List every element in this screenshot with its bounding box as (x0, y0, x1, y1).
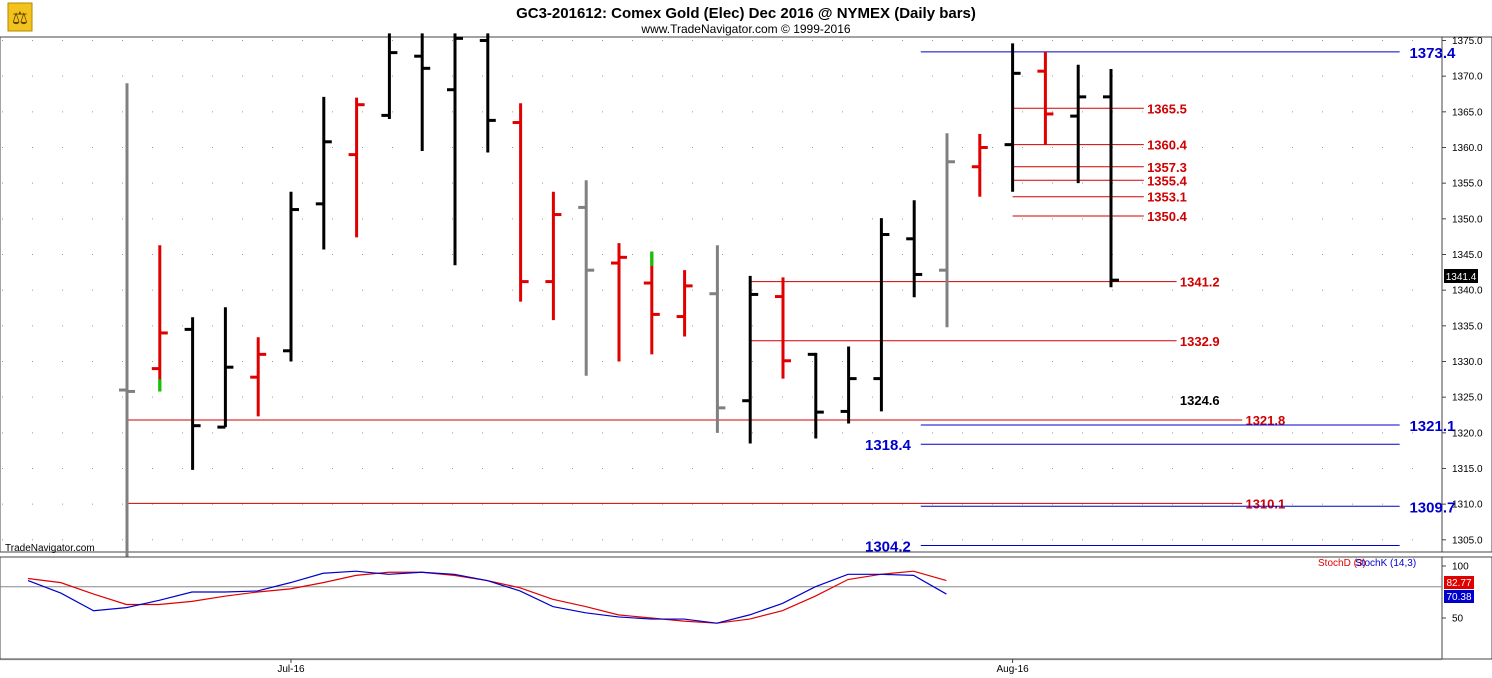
stoch-d-value-marker: 82.77 (1444, 576, 1474, 589)
ohlc-bar (1037, 51, 1054, 145)
time-axis: Jul-16 Aug-16 (277, 659, 1029, 675)
ohlc-bar (184, 317, 201, 470)
stochastic-panel (0, 556, 1443, 660)
stoch-k-line (27, 570, 947, 624)
price-axis-panel (1441, 36, 1492, 553)
price-axis-ticks: 1375.0 1370.0 1365.0 1360.0 1355.0 1350.0 1345… (1442, 36, 1483, 546)
level-label: 1341.2 (1180, 275, 1220, 290)
level-label: 1332.9 (1180, 334, 1220, 349)
ohlc-bar (414, 33, 431, 152)
stoch-k-value: 70.38 (1446, 592, 1471, 603)
ohlc-bar (807, 352, 824, 439)
level-label: 1365.5 (1147, 101, 1187, 116)
watermark-text: TradeNavigator.com (5, 543, 95, 554)
chart-title: GC3-201612: Comex Gold (Elec) Dec 2016 @… (516, 5, 976, 22)
ohlc-bar (840, 346, 857, 424)
ohlc-bar (545, 191, 562, 321)
ohlc-bar (381, 33, 398, 119)
ohlc-bar (906, 200, 923, 298)
svg-text:⚖: ⚖ (12, 8, 28, 29)
ohlc-bar (151, 245, 168, 392)
price-tick-label: 1315.0 (1452, 464, 1483, 475)
price-tick-label: 1310.0 (1452, 500, 1483, 511)
ohlc-bar (676, 270, 693, 337)
ohlc-bar (119, 83, 135, 558)
logo-icon: ⚖ (7, 2, 33, 32)
ohlc-bar (479, 33, 496, 153)
stoch-k-value-marker: 70.38 (1444, 590, 1474, 603)
price-tick-label: 1335.0 (1452, 321, 1483, 332)
level-label: 1350.4 (1147, 209, 1188, 224)
ohlc-bar (578, 180, 595, 376)
stoch-k-legend: StochK (14,3) (1355, 558, 1416, 569)
stoch-d-value: 82.77 (1446, 578, 1471, 589)
price-tick-label: 1350.0 (1452, 214, 1483, 225)
time-tick-label: Aug-16 (996, 664, 1029, 675)
last-price-marker: 1341.4 (1444, 269, 1478, 283)
price-tick-label: 1345.0 (1452, 250, 1483, 261)
ohlc-bar (283, 191, 299, 362)
price-tick-label: 1355.0 (1452, 179, 1483, 190)
ohlc-bar (742, 275, 759, 444)
level-label: 1321.1 (1409, 418, 1455, 435)
level-label: 1373.4 (1409, 45, 1456, 62)
ohlc-bar (775, 277, 791, 379)
time-tick-label: Jul-16 (277, 664, 305, 675)
stochastic-axis-panel (1441, 556, 1492, 660)
last-price-label: 1341.4 (1446, 272, 1477, 283)
ohlc-bar (447, 33, 463, 266)
level-label: 1309.7 (1409, 499, 1455, 516)
ohlc-bar (348, 97, 365, 238)
ohlc-bar (643, 251, 660, 355)
price-tick-label: 1330.0 (1452, 357, 1483, 368)
stoch-d-legend: StochD (3) (1318, 558, 1366, 569)
ohlc-bar (1004, 43, 1021, 192)
level-label: 1318.4 (865, 437, 912, 454)
level-label: 1321.8 (1245, 413, 1285, 428)
price-bars (119, 33, 1119, 558)
stoch-tick-label: 100 (1452, 562, 1469, 573)
level-label: 1353.1 (1147, 190, 1187, 205)
ohlc-bar (315, 96, 332, 250)
ohlc-bar (1103, 69, 1119, 288)
price-tick-label: 1305.0 (1452, 535, 1483, 546)
level-label: 1360.4 (1147, 138, 1188, 153)
ohlc-bar (611, 243, 627, 362)
price-tick-label: 1365.0 (1452, 107, 1483, 118)
ohlc-bar (512, 103, 529, 302)
ohlc-bar (709, 245, 726, 433)
ohlc-bar (1070, 64, 1087, 184)
ohlc-bar (217, 307, 234, 429)
level-label: 1355.4 (1147, 173, 1188, 188)
stoch-tick-label: 50 (1452, 614, 1464, 625)
stochastic-grid: 100 50 (0, 562, 1469, 661)
price-tick-label: 1320.0 (1452, 428, 1483, 439)
price-panel (0, 36, 1443, 553)
level-label: 1357.3 (1147, 160, 1187, 175)
price-tick-label: 1375.0 (1452, 36, 1483, 47)
level-label: 1304.2 (865, 539, 911, 556)
price-tick-label: 1340.0 (1452, 286, 1483, 297)
price-tick-label: 1370.0 (1452, 72, 1483, 83)
ohlc-bar (873, 218, 890, 412)
price-tick-label: 1325.0 (1452, 393, 1483, 404)
level-label: 1324.6 (1180, 393, 1220, 408)
chart-subtitle: www.TradeNavigator.com © 1999-2016 (640, 22, 850, 36)
price-tick-label: 1360.0 (1452, 143, 1483, 154)
level-label: 1310.1 (1245, 496, 1285, 511)
ohlc-bar (939, 133, 955, 328)
ohlc-bar (971, 133, 988, 197)
ohlc-bar (250, 337, 267, 417)
